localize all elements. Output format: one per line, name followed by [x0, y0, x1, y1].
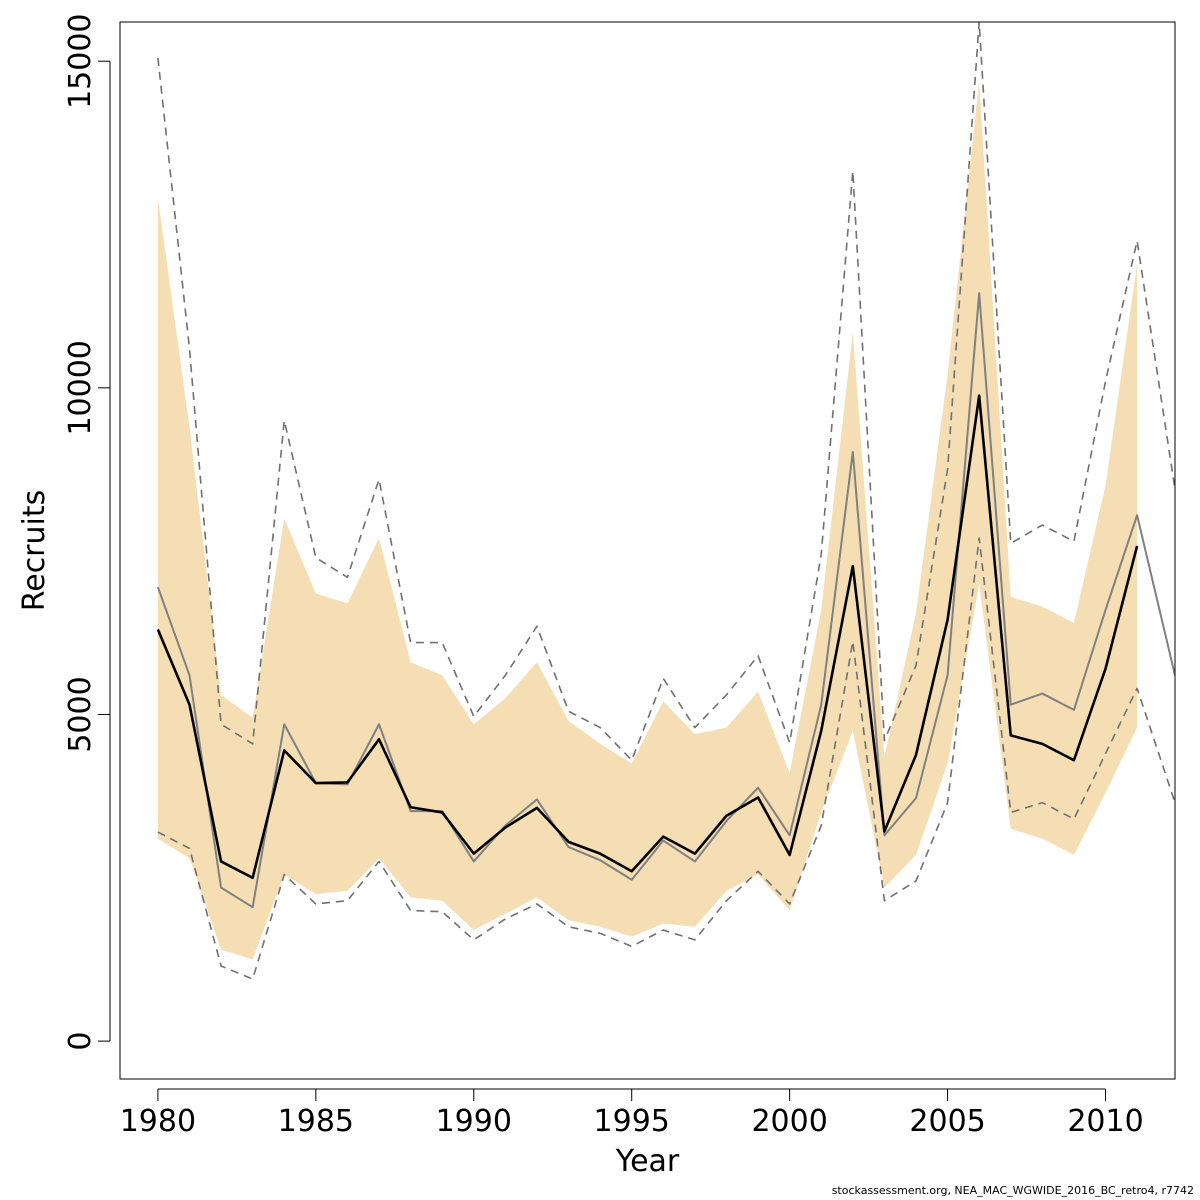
plot-frame: [119, 21, 1176, 1080]
x-tick-label: 1990: [436, 1104, 512, 1139]
axes-layer: 1980 1985 1990 1995 2000 2005 2010 0 5000 10000 15…: [63, 13, 1144, 1139]
x-tick-label: 1995: [594, 1104, 670, 1139]
x-tick-label: 2005: [909, 1104, 985, 1139]
series-lines-layer: [156, 22, 1175, 980]
confidence-band: [157, 80, 1138, 960]
x-tick-label: 2010: [1067, 1104, 1143, 1139]
y-tick-label: 15000: [63, 13, 98, 108]
estimate-line: [156, 394, 1139, 880]
y-tick-label: 5000: [63, 676, 98, 752]
source-footnote: stockassessment.org, NEA_MAC_WGWIDE_2016…: [831, 1184, 1194, 1197]
lower-dashed-line: [157, 537, 1175, 980]
y-tick-label: 10000: [63, 340, 98, 435]
y-axis-title: Recruits: [17, 490, 52, 612]
y-tick-label: 0: [63, 1032, 98, 1051]
upper-dashed-line: [157, 22, 1175, 762]
confidence-band-layer: [157, 80, 1138, 960]
x-tick-label: 2000: [751, 1104, 827, 1139]
x-axis-title: Year: [615, 1144, 680, 1179]
x-tick-label: 1980: [120, 1104, 196, 1139]
x-tick-label: 1985: [278, 1104, 354, 1139]
